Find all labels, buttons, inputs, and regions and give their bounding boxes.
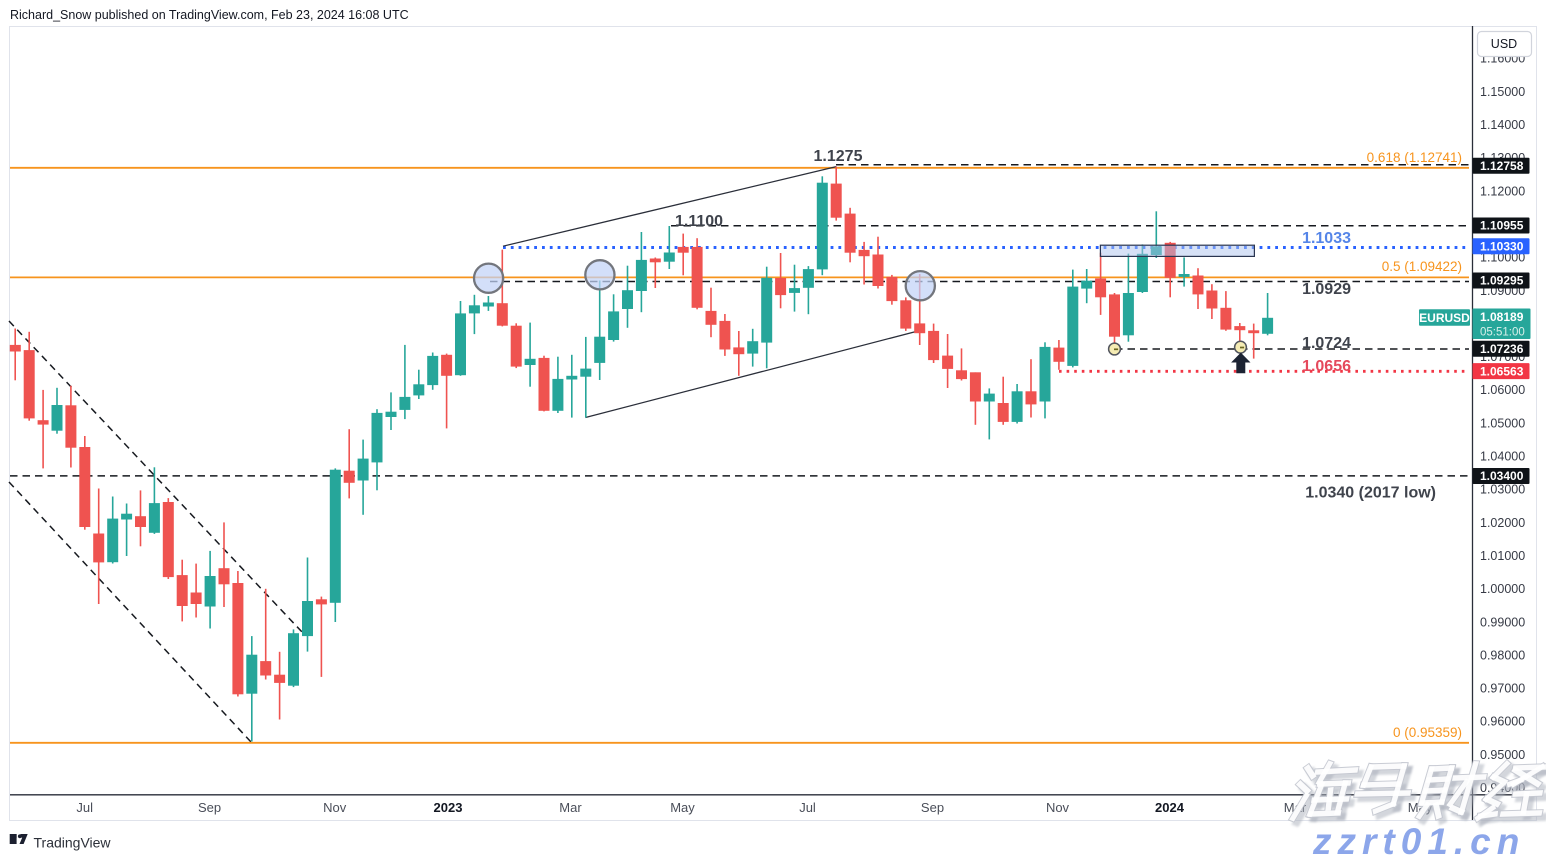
svg-text:Jul: Jul <box>76 800 93 815</box>
svg-text:0.5 (1.09422): 0.5 (1.09422) <box>1382 259 1462 274</box>
svg-text:2024: 2024 <box>1155 800 1185 815</box>
svg-text:1.01000: 1.01000 <box>1480 549 1525 563</box>
svg-text:1.0724: 1.0724 <box>1302 335 1351 352</box>
svg-text:0.98000: 0.98000 <box>1480 648 1525 662</box>
svg-text:EURUSD: EURUSD <box>1419 311 1470 325</box>
svg-text:1.10955: 1.10955 <box>1480 219 1524 233</box>
svg-text:Nov: Nov <box>323 800 347 815</box>
svg-text:1.14000: 1.14000 <box>1480 118 1525 132</box>
svg-text:1.05000: 1.05000 <box>1480 416 1525 430</box>
svg-text:05:51:00: 05:51:00 <box>1480 327 1525 339</box>
svg-text:1.1100: 1.1100 <box>675 213 723 230</box>
svg-text:1.10330: 1.10330 <box>1480 239 1524 253</box>
svg-text:Richard_Snow published on Trad: Richard_Snow published on TradingView.co… <box>10 8 409 22</box>
svg-text:1.06563: 1.06563 <box>1480 364 1524 378</box>
svg-text:Nov: Nov <box>1046 800 1070 815</box>
svg-text:0.96000: 0.96000 <box>1480 715 1525 729</box>
svg-text:2023: 2023 <box>434 800 463 815</box>
svg-text:1.00000: 1.00000 <box>1480 582 1525 596</box>
svg-text:Sep: Sep <box>198 800 221 815</box>
svg-text:1.03400: 1.03400 <box>1480 469 1524 483</box>
svg-text:1.0656: 1.0656 <box>1302 358 1351 375</box>
svg-text:1.15000: 1.15000 <box>1480 85 1525 99</box>
svg-text:0.97000: 0.97000 <box>1480 682 1525 696</box>
svg-text:Jul: Jul <box>799 800 816 815</box>
svg-text:USD: USD <box>1491 37 1517 51</box>
svg-text:0.95000: 0.95000 <box>1480 748 1525 762</box>
svg-text:1.02000: 1.02000 <box>1480 516 1525 530</box>
svg-text:1.1275: 1.1275 <box>814 148 863 165</box>
svg-text:1.03000: 1.03000 <box>1480 483 1525 497</box>
svg-text:0.618 (1.12741): 0.618 (1.12741) <box>1367 150 1462 165</box>
svg-text:1.0340 (2017 low): 1.0340 (2017 low) <box>1305 485 1436 502</box>
svg-text:1.06000: 1.06000 <box>1480 383 1525 397</box>
svg-text:zzrt01.cn: zzrt01.cn <box>1312 821 1525 857</box>
svg-text:May: May <box>670 800 695 815</box>
svg-text:Mar: Mar <box>559 800 582 815</box>
svg-text:1.12758: 1.12758 <box>1480 159 1524 173</box>
svg-text:1.1033: 1.1033 <box>1302 230 1351 247</box>
svg-text:1.09295: 1.09295 <box>1480 274 1524 288</box>
svg-text:0 (0.95359): 0 (0.95359) <box>1393 725 1462 740</box>
svg-text:1.04000: 1.04000 <box>1480 450 1525 464</box>
svg-text:0.99000: 0.99000 <box>1480 615 1525 629</box>
svg-text:Sep: Sep <box>921 800 944 815</box>
svg-text:TradingView: TradingView <box>34 835 112 851</box>
svg-text:1.0929: 1.0929 <box>1302 281 1351 298</box>
svg-text:1.12000: 1.12000 <box>1480 184 1525 198</box>
svg-text:1.07236: 1.07236 <box>1480 342 1524 356</box>
svg-text:1.08189: 1.08189 <box>1480 310 1524 324</box>
